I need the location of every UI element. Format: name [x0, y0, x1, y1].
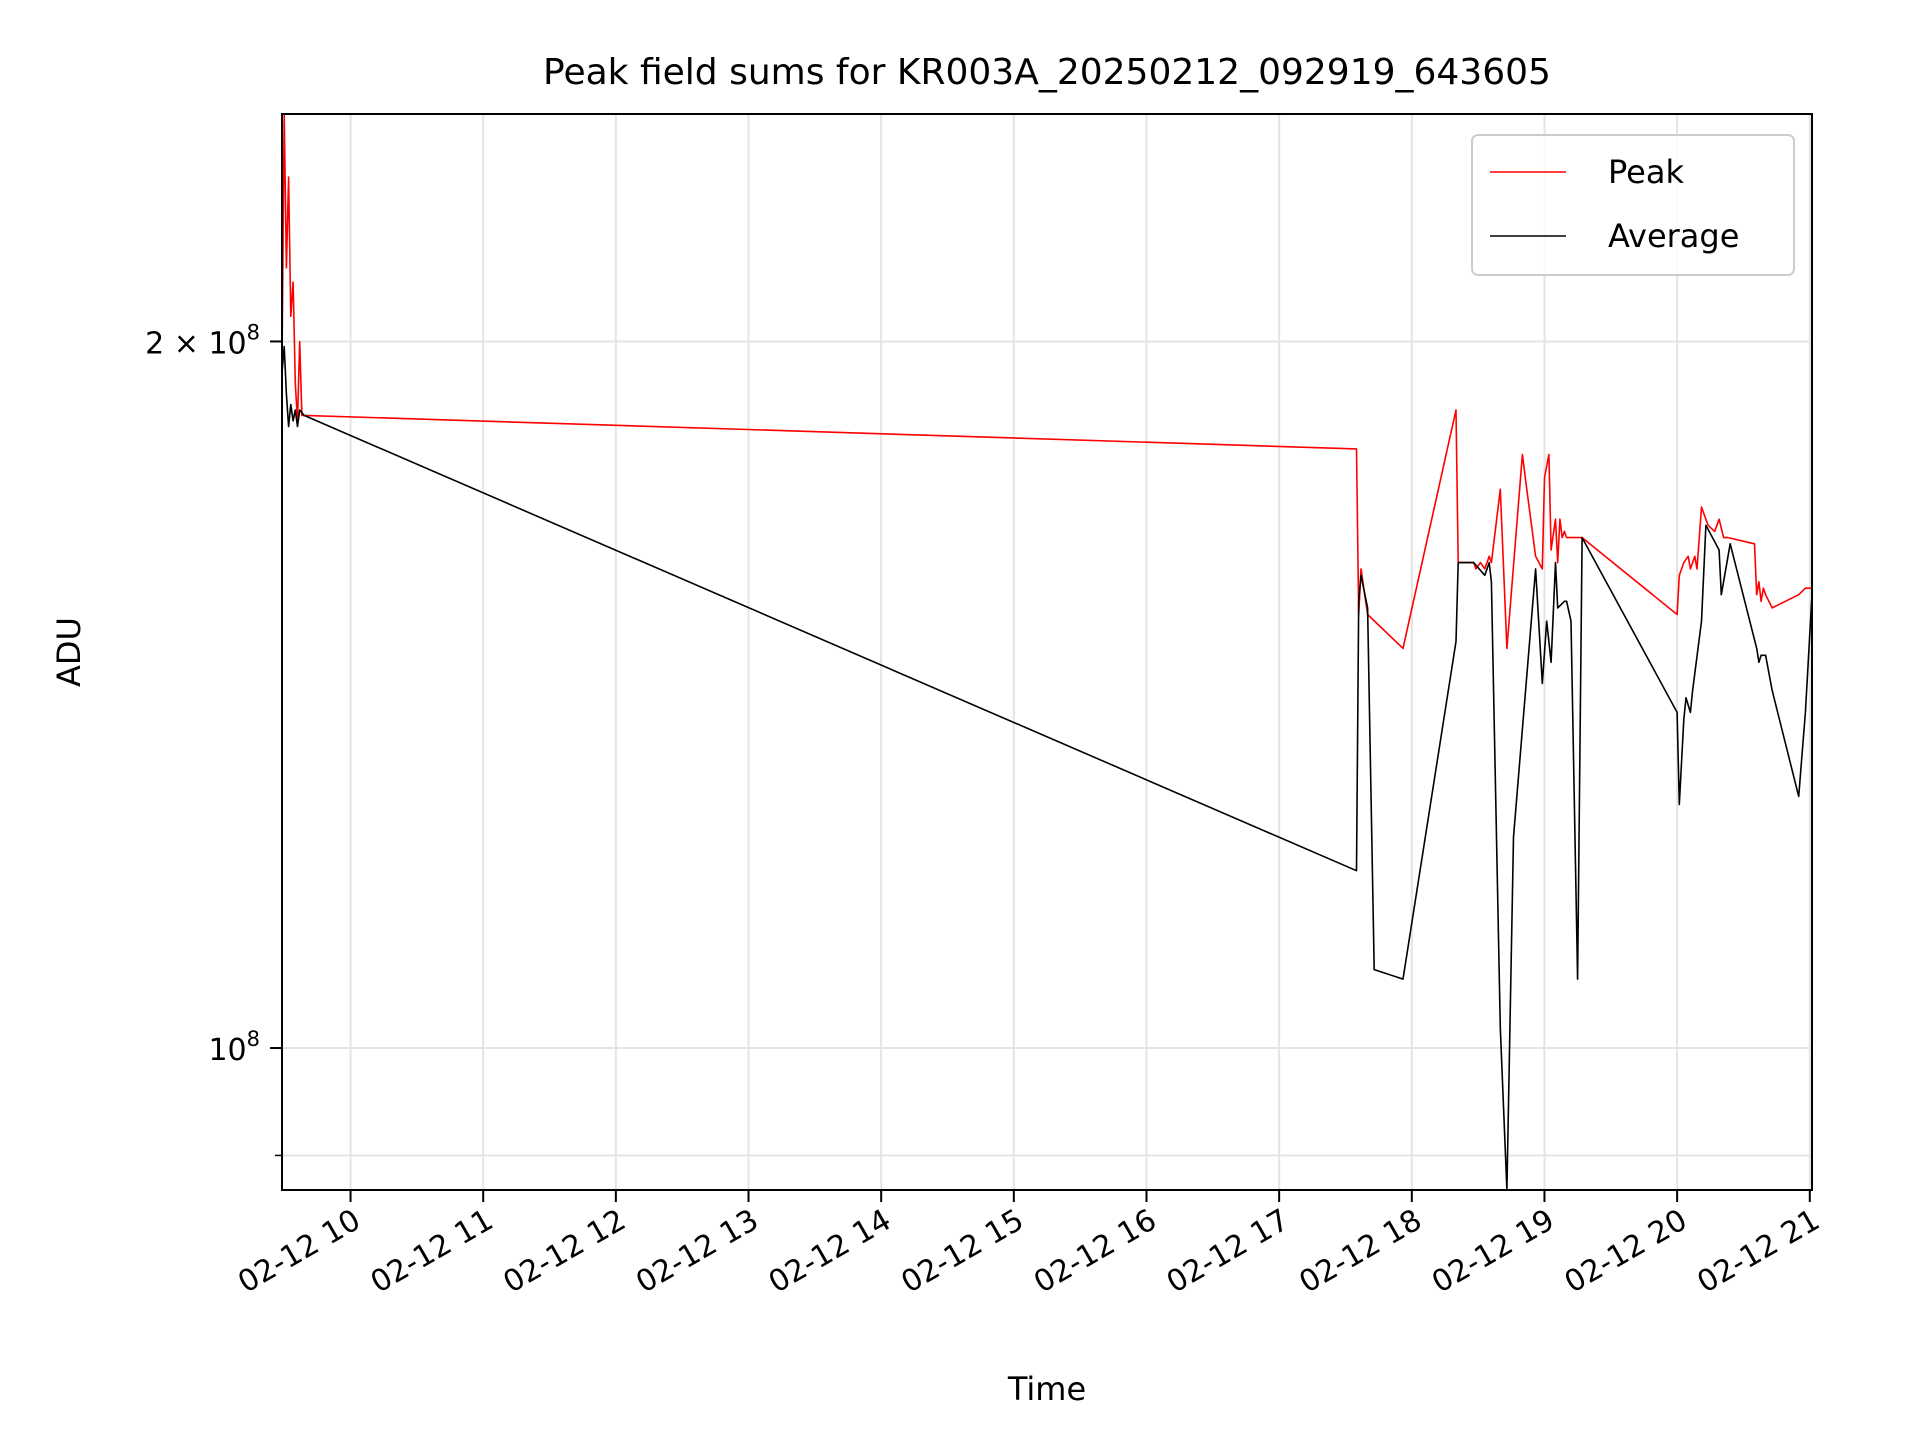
legend-label: Average [1608, 217, 1739, 255]
plot-frame [281, 113, 1813, 1191]
y-axis-label: ADU [50, 617, 88, 687]
legend-label: Peak [1608, 153, 1684, 191]
legend: Peak Average [1471, 134, 1795, 276]
series-group [282, 114, 1812, 1190]
series-line-peak [282, 114, 1812, 650]
y-axis: 108 2 × 108 [145, 320, 282, 1157]
y-tick-label: 2 × 108 [145, 320, 260, 361]
series-line-average [282, 345, 1812, 1190]
y-tick-label: 108 [208, 1027, 260, 1068]
plot-area [282, 114, 1812, 1190]
x-axis-label: Time [1007, 1370, 1086, 1408]
chart-title: Peak field sums for KR003A_20250212_0929… [543, 52, 1551, 93]
legend-box [1471, 134, 1795, 276]
